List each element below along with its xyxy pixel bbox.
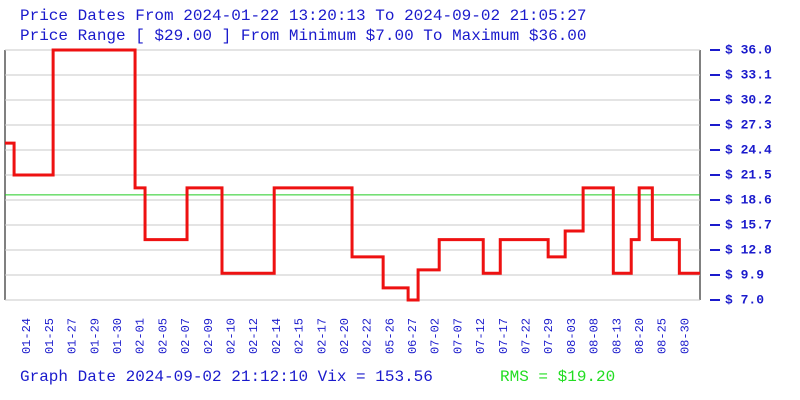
x-tick-label: 08-03	[565, 318, 579, 354]
y-tick-label: $ 15.7	[725, 217, 772, 232]
y-tick-label: $ 21.5	[725, 167, 772, 182]
chart-subtitle: Price Range [ $29.00 ] From Minimum $7.0…	[20, 27, 587, 45]
x-tick-label: 07-07	[451, 318, 465, 354]
x-tick-label: 02-10	[224, 318, 238, 354]
chart-title: Price Dates From 2024-01-22 13:20:13 To …	[20, 7, 587, 25]
x-tick-label: 01-29	[88, 318, 102, 354]
x-tick-label: 02-09	[202, 318, 216, 354]
price-line	[5, 48, 700, 302]
x-tick-label: 08-13	[610, 318, 624, 354]
x-tick-label: 07-12	[474, 318, 488, 354]
x-tick-label: 01-27	[66, 318, 80, 354]
y-tick-label: $ 18.6	[725, 192, 772, 207]
y-tick-label: $ 33.1	[725, 67, 772, 82]
x-tick-label: 01-24	[20, 318, 34, 354]
x-tick-label: 02-12	[247, 318, 261, 354]
x-tick-label: 01-25	[43, 318, 57, 354]
x-tick-label: 08-08	[588, 318, 602, 354]
x-tick-label: 02-14	[270, 318, 284, 354]
y-tick-label: $ 27.3	[725, 117, 772, 132]
x-tick-label: 02-22	[361, 318, 375, 354]
footer: Graph Date 2024-09-02 21:12:10 Vix = 153…	[20, 368, 433, 386]
x-tick-label: 08-20	[633, 318, 647, 354]
y-tick-label: $ 36.0	[725, 42, 772, 57]
x-tick-label: 02-17	[315, 318, 329, 354]
y-tick-label: $ 12.8	[725, 242, 772, 257]
x-tick-label: 02-15	[293, 318, 307, 354]
y-tick-label: $ 30.2	[725, 92, 772, 107]
x-tick-label: 02-20	[338, 318, 352, 354]
x-tick-label: 08-25	[656, 318, 670, 354]
x-tick-label: 06-27	[406, 318, 420, 354]
x-tick-label: 01-30	[111, 318, 125, 354]
x-tick-label: 07-17	[497, 318, 511, 354]
x-tick-label: 02-05	[156, 318, 170, 354]
x-tick-label: 08-30	[678, 318, 692, 354]
y-tick-label: $ 24.4	[725, 142, 772, 157]
x-tick-label: 02-01	[134, 318, 148, 354]
x-tick-label: 05-26	[383, 318, 397, 354]
x-tick-label: 07-29	[542, 318, 556, 354]
x-tick-label: 07-02	[429, 318, 443, 354]
x-tick-label: 07-22	[520, 318, 534, 354]
y-tick-label: $ 7.0	[725, 292, 764, 307]
rms-label: RMS = $19.20	[500, 368, 615, 386]
x-tick-label: 02-07	[179, 318, 193, 354]
y-tick-label: $ 9.9	[725, 267, 764, 282]
